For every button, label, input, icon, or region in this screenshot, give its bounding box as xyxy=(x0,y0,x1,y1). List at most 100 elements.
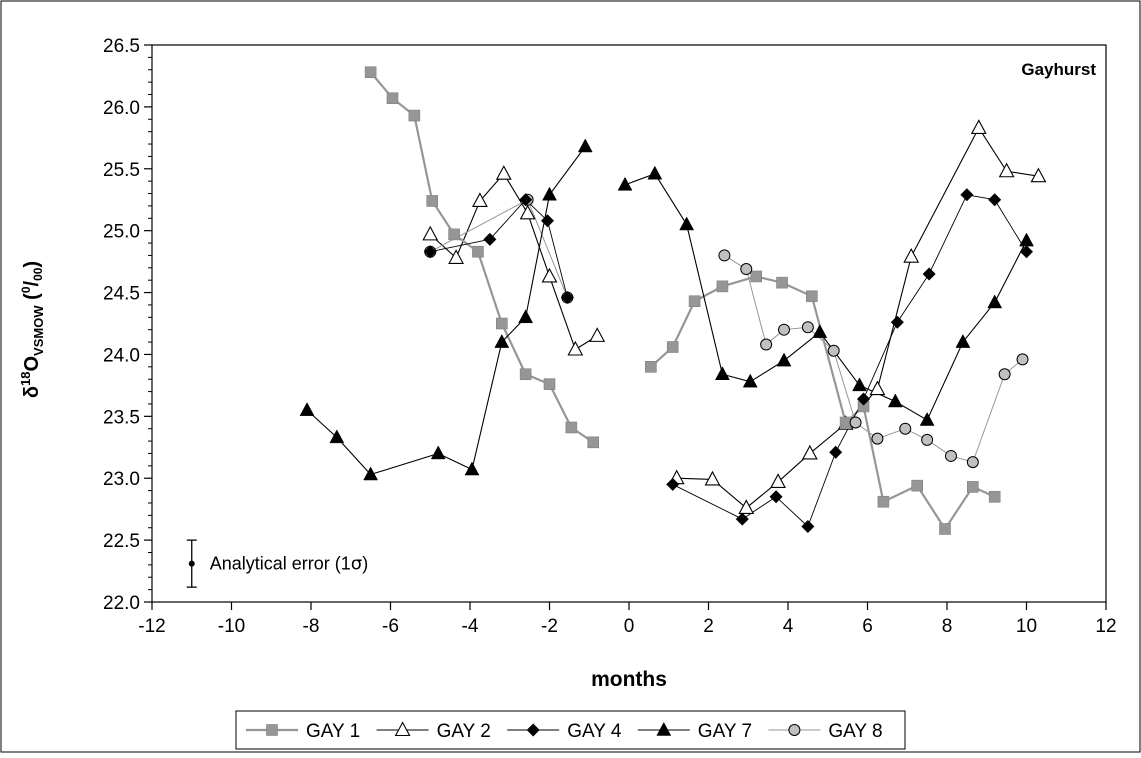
data-point xyxy=(922,267,936,281)
data-point xyxy=(801,444,818,460)
y-tick-label: 25.5 xyxy=(103,160,140,181)
data-point xyxy=(472,245,484,258)
data-point xyxy=(688,295,701,308)
data-point xyxy=(543,378,556,390)
data-point xyxy=(919,412,935,426)
data-point xyxy=(714,366,730,380)
data-point xyxy=(939,523,951,535)
data-point xyxy=(567,340,584,356)
data-point xyxy=(967,481,979,493)
legend-box xyxy=(235,710,906,750)
data-point xyxy=(329,429,345,444)
data-point xyxy=(472,192,488,208)
data-point xyxy=(716,280,729,293)
x-tick-label: 6 xyxy=(862,616,873,637)
y-tick-label: 23.0 xyxy=(103,469,140,490)
legend-label: GAY 8 xyxy=(828,721,882,742)
data-point xyxy=(776,352,792,367)
data-point xyxy=(647,165,663,180)
data-point xyxy=(494,334,510,348)
data-point xyxy=(740,263,753,276)
legend-label: GAY 1 xyxy=(306,721,360,742)
x-tick-label: 12 xyxy=(1095,616,1116,637)
data-point xyxy=(903,247,920,263)
data-point xyxy=(483,232,497,246)
legend-label: GAY 7 xyxy=(698,721,752,742)
y-tick-label: 26.0 xyxy=(103,98,140,119)
data-point xyxy=(970,119,987,134)
data-point xyxy=(877,495,890,508)
y-tick-label: 22.5 xyxy=(103,531,140,552)
data-point xyxy=(988,193,1002,207)
data-point xyxy=(849,416,862,429)
data-point xyxy=(1030,167,1047,183)
analytical-error-label-text: Analytical error (1 xyxy=(210,554,351,574)
data-point xyxy=(645,361,657,373)
analytical-error-label-close: ) xyxy=(362,554,368,574)
x-tick-label: -10 xyxy=(218,616,245,637)
legend-label: GAY 2 xyxy=(437,721,491,742)
data-point xyxy=(448,228,460,241)
legend-item-gay-2: GAY 2 xyxy=(376,721,491,742)
data-point xyxy=(587,436,600,449)
axes: -12 -10 -8 -6 -4 -2 0 2 4 6 8 10 12 22.0 22.5 23.0 23.5 2… xyxy=(103,36,1117,637)
data-point xyxy=(988,490,1001,503)
data-point xyxy=(704,470,721,486)
data-point xyxy=(1016,353,1029,366)
data-point xyxy=(801,519,815,533)
data-point xyxy=(735,512,749,526)
analytical-error-label-sigma: σ xyxy=(351,554,362,575)
data-point xyxy=(769,490,783,504)
x-tick-label: -2 xyxy=(541,616,558,637)
data-point xyxy=(887,393,903,408)
data-point xyxy=(464,461,480,476)
data-point xyxy=(960,188,974,202)
data-point xyxy=(801,321,814,334)
data-point xyxy=(806,290,818,303)
data-point xyxy=(299,402,315,416)
data-point xyxy=(760,338,773,351)
data-point xyxy=(577,138,593,153)
data-point xyxy=(565,421,578,434)
data-point xyxy=(718,249,731,262)
analytical-error-label: Analytical error (1σ) xyxy=(210,554,368,575)
data-point xyxy=(519,204,536,220)
series-layer xyxy=(299,66,1047,535)
data-point xyxy=(386,92,399,105)
data-point xyxy=(788,724,801,736)
data-point xyxy=(839,416,852,429)
data-point xyxy=(871,432,884,445)
data-point xyxy=(656,721,672,736)
data-point xyxy=(617,176,633,191)
x-tick-label: -6 xyxy=(382,616,399,637)
x-tick-label: -8 xyxy=(303,616,320,637)
data-point xyxy=(1020,245,1033,259)
legend-item-gay-4: GAY 4 xyxy=(507,721,622,742)
series-markers-gay-1 xyxy=(364,66,1001,535)
data-point xyxy=(679,216,695,231)
series-line-segment xyxy=(429,173,598,351)
data-point xyxy=(812,324,828,338)
series-markers-gay-7 xyxy=(299,138,1034,481)
data-point xyxy=(363,466,379,481)
x-axis-label: months xyxy=(591,668,667,691)
data-point xyxy=(890,315,904,329)
y-tick-label: 24.5 xyxy=(103,284,140,305)
x-tick-label: 4 xyxy=(783,616,794,637)
x-tick-label: 2 xyxy=(703,616,714,637)
data-point xyxy=(987,294,1003,309)
error-bar-point xyxy=(188,560,195,567)
y-axis-label-standard: VSMOW xyxy=(31,305,46,356)
data-point xyxy=(542,186,557,201)
data-point xyxy=(857,392,871,406)
data-point xyxy=(394,721,411,737)
data-point xyxy=(852,377,867,392)
data-point xyxy=(495,317,508,330)
data-point xyxy=(911,479,923,492)
data-point xyxy=(519,193,533,207)
y-axis-label: δ18OVSMOW (0/00) xyxy=(18,261,46,398)
data-point xyxy=(364,66,377,79)
data-point xyxy=(423,245,437,259)
x-tick-label: 8 xyxy=(942,616,953,637)
